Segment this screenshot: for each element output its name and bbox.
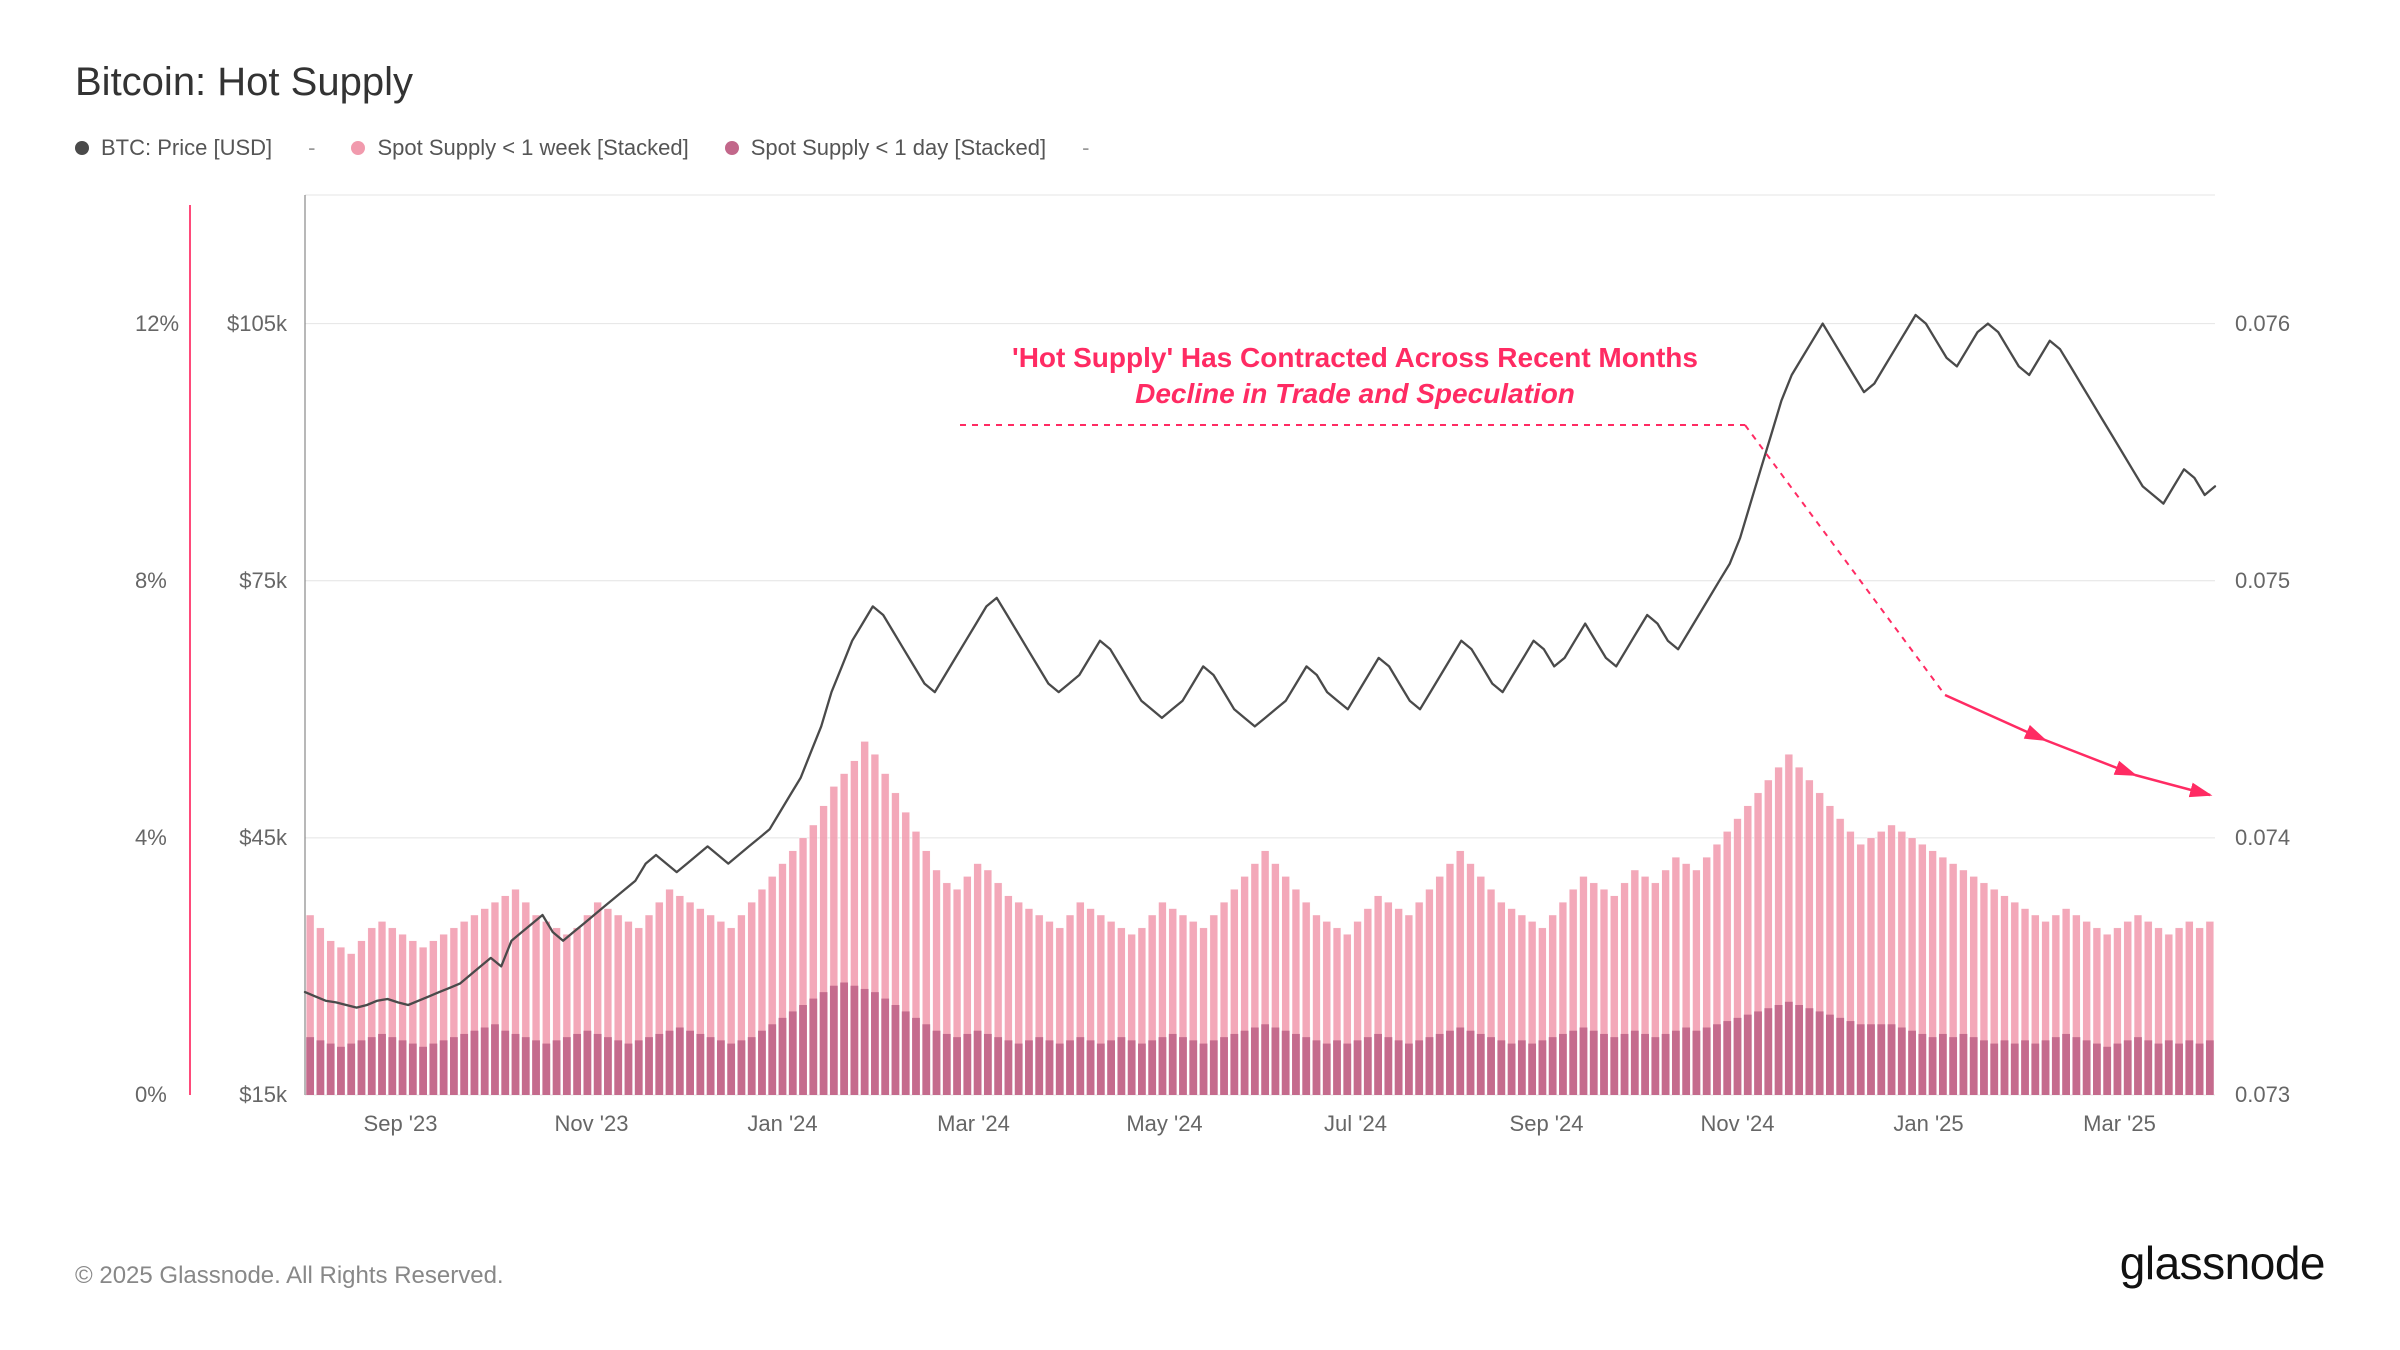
chart-area: BTC: Price [USD] - Spot Supply < 1 week … bbox=[75, 135, 2325, 1185]
copyright-text: © 2025 Glassnode. All Rights Reserved. bbox=[75, 1262, 504, 1290]
brand-logo: glassnode bbox=[2120, 1236, 2325, 1290]
axis-tick-label: Sep '24 bbox=[1510, 1111, 1584, 1137]
axis-tick-label: 0.074 bbox=[2235, 825, 2290, 851]
axis-tick-label: $45k bbox=[239, 825, 287, 851]
axis-tick-label: Nov '23 bbox=[555, 1111, 629, 1137]
annotation-line2: Decline in Trade and Speculation bbox=[955, 376, 1755, 412]
chart-svg bbox=[75, 135, 2325, 1185]
axis-tick-label: 0.075 bbox=[2235, 568, 2290, 594]
axis-tick-label: Mar '25 bbox=[2083, 1111, 2156, 1137]
axis-tick-label: Jan '25 bbox=[1893, 1111, 1963, 1137]
annotation-line1: 'Hot Supply' Has Contracted Across Recen… bbox=[955, 340, 1755, 376]
axis-tick-label: $15k bbox=[239, 1082, 287, 1108]
axis-tick-label: Nov '24 bbox=[1701, 1111, 1775, 1137]
axis-tick-label: 4% bbox=[135, 825, 167, 851]
annotation-text: 'Hot Supply' Has Contracted Across Recen… bbox=[955, 340, 1755, 413]
axis-tick-label: Mar '24 bbox=[937, 1111, 1010, 1137]
axis-tick-label: 12% bbox=[135, 311, 179, 337]
axis-tick-label: 8% bbox=[135, 568, 167, 594]
chart-title: Bitcoin: Hot Supply bbox=[75, 60, 2325, 105]
axis-tick-label: Sep '23 bbox=[364, 1111, 438, 1137]
axis-tick-label: 0.073 bbox=[2235, 1082, 2290, 1108]
axis-tick-label: 0% bbox=[135, 1082, 167, 1108]
axis-tick-label: 0.076 bbox=[2235, 311, 2290, 337]
axis-tick-label: Jul '24 bbox=[1324, 1111, 1387, 1137]
axis-tick-label: May '24 bbox=[1126, 1111, 1202, 1137]
axis-tick-label: Jan '24 bbox=[747, 1111, 817, 1137]
axis-tick-label: $105k bbox=[227, 311, 287, 337]
axis-tick-label: $75k bbox=[239, 568, 287, 594]
